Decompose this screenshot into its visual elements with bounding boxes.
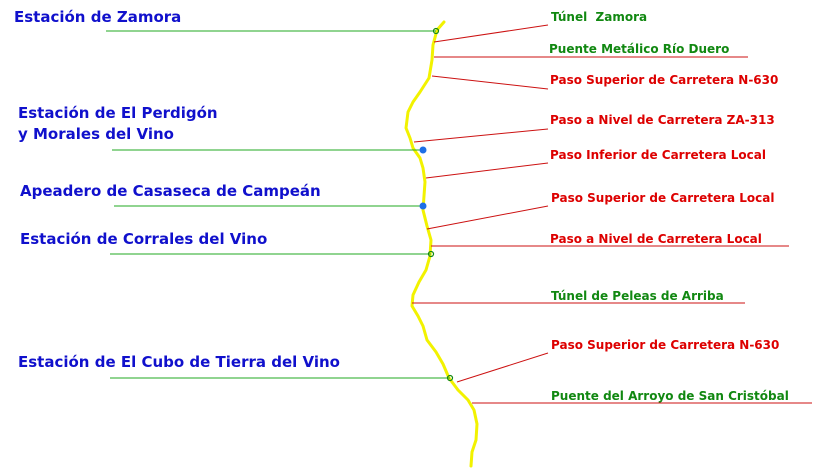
station-label: Estación de El Cubo de Tierra del Vino <box>18 353 340 371</box>
road-crossing-label: Paso a Nivel de Carretera Local <box>550 232 762 246</box>
feature-leader-line <box>456 352 549 383</box>
railway-track <box>404 20 479 468</box>
station-marker <box>446 374 454 382</box>
feature-leader-line <box>413 128 549 143</box>
station-label: Estación de Zamora <box>14 8 181 26</box>
station-marker <box>419 202 427 210</box>
station-label: y Morales del Vino <box>18 125 174 143</box>
road-crossing-label: Paso Superior de Carretera Local <box>551 191 775 205</box>
bridge-label: Puente del Arroyo de San Cristóbal <box>551 389 789 403</box>
bridge-label: Puente Metálico Río Duero <box>549 42 729 56</box>
feature-leader-line <box>425 162 549 179</box>
station-label: Estación de El Perdigón <box>18 104 218 122</box>
tunnel-label: Túnel de Peleas de Arriba <box>551 289 724 303</box>
tunnel-label: Túnel Zamora <box>551 10 647 24</box>
feature-leader-line <box>431 75 549 90</box>
station-marker <box>427 250 435 258</box>
feature-leader-line <box>433 24 549 43</box>
feature-leader-line <box>426 205 549 230</box>
station-label: Estación de Corrales del Vino <box>20 230 267 248</box>
road-crossing-label: Paso Inferior de Carretera Local <box>550 148 766 162</box>
station-marker <box>432 27 440 35</box>
station-label: Apeadero de Casaseca de Campeán <box>20 182 321 200</box>
station-marker <box>419 146 427 154</box>
road-crossing-label: Paso a Nivel de Carretera ZA-313 <box>550 113 775 127</box>
road-crossing-label: Paso Superior de Carretera N-630 <box>550 73 778 87</box>
road-crossing-label: Paso Superior de Carretera N-630 <box>551 338 779 352</box>
